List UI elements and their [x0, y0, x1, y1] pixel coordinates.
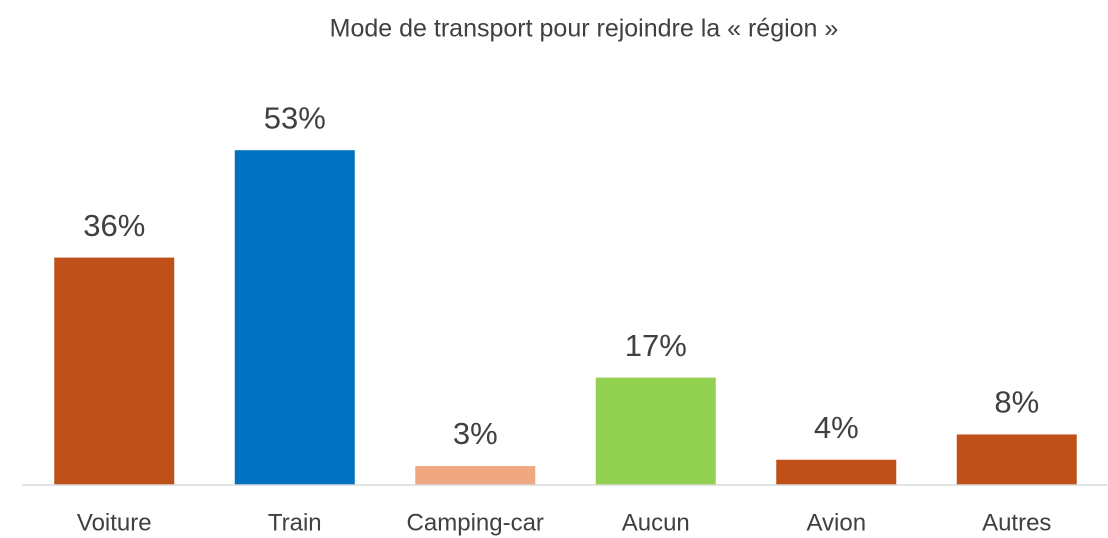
- data-label: 17%: [625, 328, 687, 363]
- data-label: 8%: [994, 385, 1039, 420]
- bar: [595, 377, 716, 485]
- x-tick-label: Autres: [982, 509, 1051, 536]
- bar: [415, 466, 536, 485]
- x-tick-label: Voiture: [77, 509, 152, 536]
- bar: [776, 459, 897, 485]
- x-tick-label: Train: [268, 509, 322, 536]
- x-tick-label: Camping-car: [407, 509, 544, 536]
- bar: [956, 434, 1077, 485]
- bar: [54, 257, 175, 485]
- data-label: 3%: [453, 416, 498, 451]
- data-label: 36%: [83, 208, 145, 243]
- x-tick-label: Aucun: [622, 509, 690, 536]
- chart-title: Mode de transport pour rejoindre la « ré…: [330, 15, 839, 43]
- data-label: 4%: [814, 410, 859, 445]
- x-tick-label: Avion: [806, 509, 866, 536]
- data-label: 53%: [264, 100, 326, 135]
- bar: [234, 150, 355, 485]
